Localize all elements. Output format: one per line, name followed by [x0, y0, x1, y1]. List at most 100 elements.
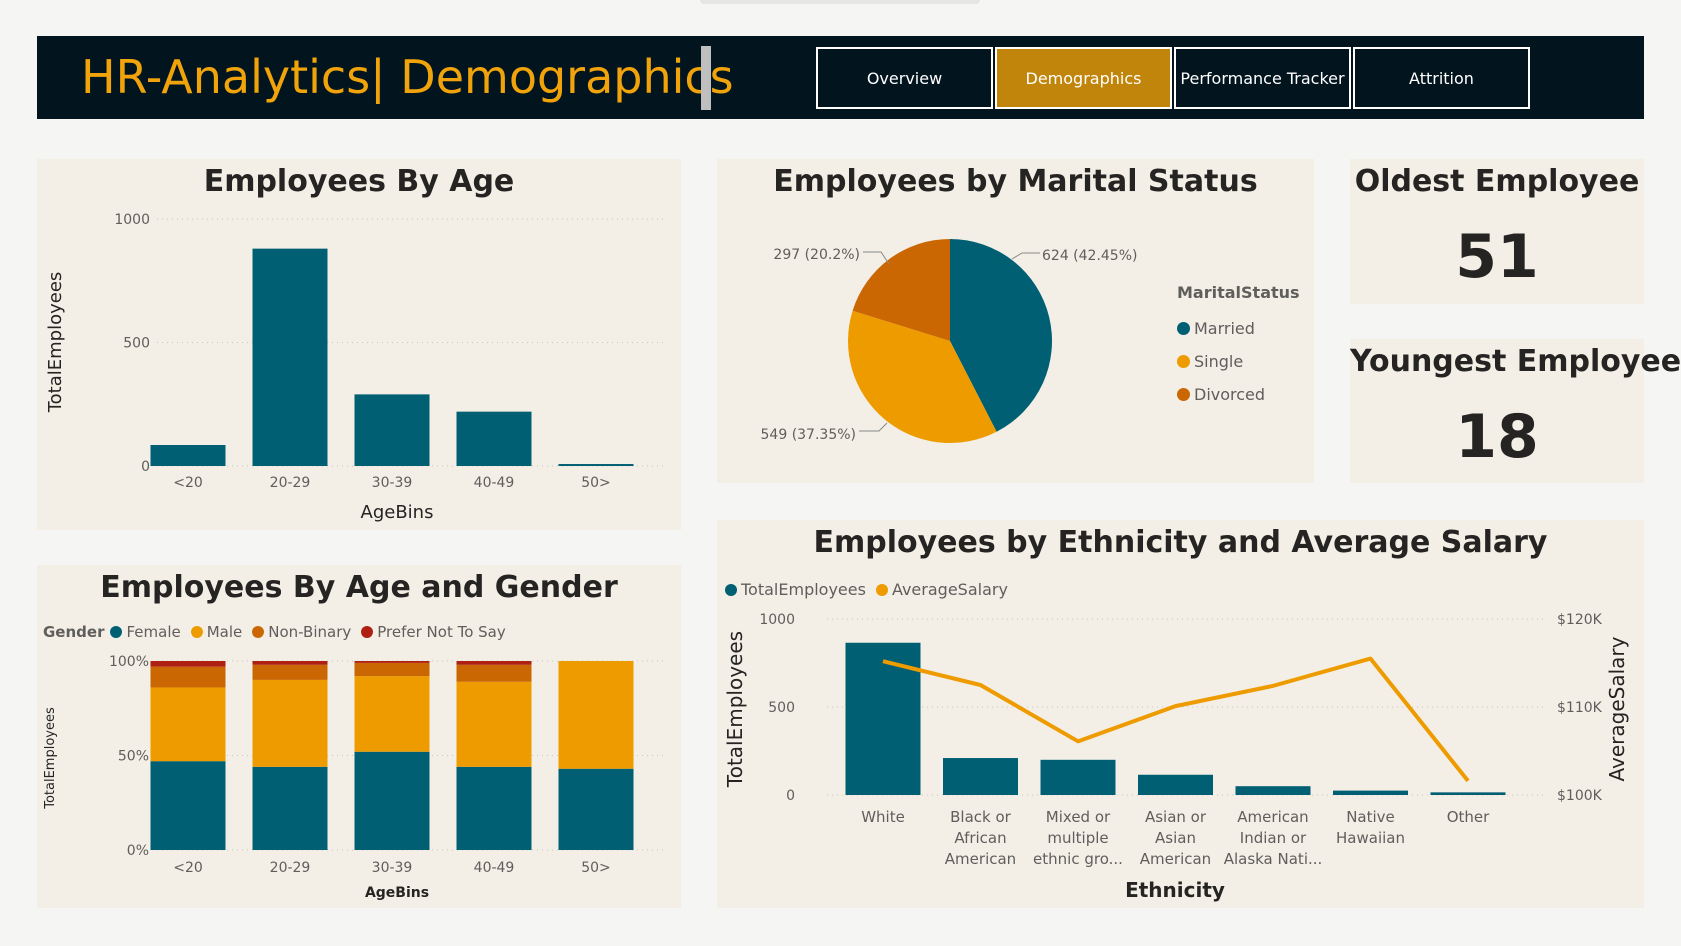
x-tick-label: 20-29: [270, 475, 311, 491]
legend-married[interactable]: Married: [1177, 312, 1300, 345]
age-bar-chart: 0 500 1000 <20 20-29 30-39 40-49 50> AgeBins Tota…: [45, 212, 667, 523]
x-tick-label: Mixed or: [1046, 808, 1111, 826]
legend-female[interactable]: Female: [110, 623, 181, 641]
oldest-employee-value: 51: [1455, 222, 1539, 292]
x-tick-label: Native: [1346, 808, 1395, 826]
ethnicity-bar: [1333, 790, 1408, 795]
x-tick-label: 50>: [581, 475, 611, 491]
marital-legend: MaritalStatus Married Single Divorced: [1177, 283, 1300, 411]
prefer-not-to-say-dot-icon: [361, 626, 374, 638]
youngest-employee-title: Youngest Employee: [1350, 344, 1681, 379]
x-tick-label: Alaska Nati...: [1224, 850, 1323, 868]
x-tick-label: Hawaiian: [1336, 829, 1405, 847]
x-tick-label: Black or: [950, 808, 1012, 826]
pie-data-label: 297 (20.2%): [773, 247, 860, 263]
y-tick-label: 0%: [127, 843, 149, 859]
legend-prefer-not-to-say[interactable]: Prefer Not To Say: [361, 623, 506, 641]
y-axis-label: TotalEmployees: [43, 707, 58, 810]
legend-divorced-label: Divorced: [1194, 385, 1266, 404]
y-left-tick-label: 500: [768, 700, 795, 716]
y-left-tick-label: 0: [786, 788, 795, 804]
legend-total-employees[interactable]: TotalEmployees: [725, 580, 866, 599]
age-gender-chart-panel: Employees By Age and Gender Gender Femal…: [37, 565, 681, 908]
age-chart-panel: Employees By Age 0 500 1000 <20 20-29 30-39 40…: [37, 159, 681, 530]
legend-total-employees-label: TotalEmployees: [741, 580, 866, 599]
average-salary-dot-icon: [875, 583, 888, 596]
male-dot-icon: [190, 626, 203, 638]
pie-leader-line: [863, 251, 890, 265]
ethnicity-combo-chart: 0 $100K 500 $110K 1000 $120K White Black or Afri…: [723, 612, 1629, 902]
x-tick-label: 30-39: [372, 860, 413, 876]
x-axis-label: AgeBins: [365, 885, 429, 901]
nav-demographics-button[interactable]: Demographics: [995, 47, 1172, 109]
ethnicity-bar: [1430, 792, 1506, 795]
gender-legend: Gender Female Male Non-Binary Prefer Not…: [43, 623, 516, 641]
y-tick-label: 0: [141, 459, 150, 475]
pie-slice-divorced: [852, 239, 950, 341]
stacked-bar-segment-male: [558, 661, 634, 769]
stacked-bar-segment-prefer-not-to-say: [252, 661, 328, 665]
legend-male[interactable]: Male: [190, 623, 243, 641]
age-chart-title: Employees By Age: [203, 164, 515, 199]
ethnicity-chart-title: Employees by Ethnicity and Average Salar…: [813, 525, 1548, 560]
nav-overview-button[interactable]: Overview: [816, 47, 993, 109]
legend-divorced[interactable]: Divorced: [1177, 378, 1300, 411]
legend-average-salary[interactable]: AverageSalary: [875, 580, 1008, 599]
x-tick-label: <20: [173, 860, 203, 876]
y-right-axis-label: AverageSalary: [1605, 636, 1629, 781]
pie-leader-line: [859, 422, 888, 432]
ethnicity-bar: [1235, 786, 1311, 795]
y-tick-label: 50%: [118, 749, 149, 765]
marital-pie-chart: 624 (42.45%) 549 (37.35%) 297 (20.2%): [761, 239, 1137, 444]
x-tick-label: 20-29: [270, 860, 311, 876]
female-dot-icon: [110, 626, 123, 638]
age-bar: [456, 411, 532, 466]
age-bar: [252, 248, 328, 466]
pie-leader-line: [1011, 252, 1040, 260]
age-gender-stacked-chart: 0% 50% 100% <20 20-29 30-39 40-49 50> AgeBins Tot…: [43, 654, 667, 901]
nav-performance-tracker-button[interactable]: Performance Tracker: [1174, 47, 1351, 109]
ethnicity-chart-panel: Employees by Ethnicity and Average Salar…: [717, 520, 1644, 908]
legend-married-label: Married: [1194, 319, 1255, 338]
legend-non-binary-label: Non-Binary: [268, 623, 352, 641]
x-tick-label: 30-39: [372, 475, 413, 491]
pie-slice-married: [950, 239, 1052, 432]
x-tick-label: 40-49: [474, 475, 515, 491]
legend-prefer-not-to-say-label: Prefer Not To Say: [377, 623, 506, 641]
x-tick-label: American: [945, 850, 1016, 868]
legend-male-label: Male: [206, 623, 243, 641]
oldest-employee-card: Oldest Employee 51: [1350, 159, 1644, 304]
y-right-tick-label: $110K: [1557, 700, 1603, 716]
x-tick-label: American: [1140, 850, 1211, 868]
age-bar: [150, 445, 226, 466]
total-employees-dot-icon: [725, 583, 737, 596]
stacked-bar-segment-male: [150, 687, 226, 762]
legend-non-binary[interactable]: Non-Binary: [252, 623, 351, 641]
stacked-bar-segment-prefer-not-to-say: [150, 661, 226, 667]
age-bar: [354, 394, 430, 466]
gender-legend-title: Gender: [43, 623, 105, 641]
legend-single[interactable]: Single: [1177, 345, 1300, 378]
stacked-bar-segment-non-binary: [150, 666, 226, 688]
y-tick-label: 100%: [109, 654, 149, 670]
x-tick-label: ethnic gro...: [1033, 850, 1123, 868]
x-tick-label: African: [954, 829, 1006, 847]
stacked-bar-segment-male: [456, 681, 532, 767]
header-bar: HR-Analytics| Demographics Overview Demo…: [37, 36, 1644, 119]
nav-attrition-button[interactable]: Attrition: [1353, 47, 1530, 109]
stacked-bar-segment-female: [252, 766, 328, 850]
stacked-bar-segment-female: [456, 766, 532, 850]
pie-slice-single: [848, 310, 997, 444]
x-axis-label: AgeBins: [361, 502, 434, 523]
average-salary-line: [882, 656, 1470, 783]
ethnicity-bar: [943, 758, 1018, 795]
pie-data-label: 549 (37.35%): [761, 427, 856, 443]
stacked-bar-segment-male: [252, 679, 328, 767]
stacked-bar-segment-female: [558, 768, 634, 850]
ethnicity-legend: TotalEmployees AverageSalary: [725, 580, 1018, 599]
oldest-employee-title: Oldest Employee: [1354, 164, 1640, 199]
x-tick-label: 50>: [581, 860, 611, 876]
stacked-bar-segment-female: [354, 751, 430, 850]
youngest-employee-card: Youngest Employee 18: [1350, 339, 1681, 483]
divorced-dot-icon: [1177, 388, 1190, 401]
